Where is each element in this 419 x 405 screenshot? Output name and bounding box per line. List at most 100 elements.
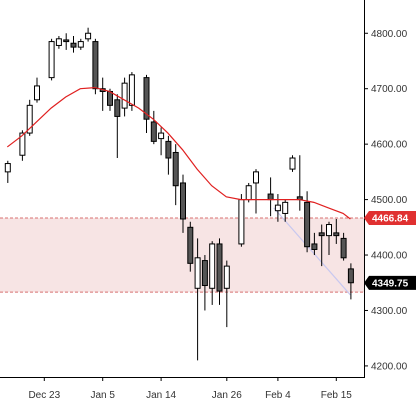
candle [347,263,354,300]
candle-body-down [107,90,113,106]
candle [311,232,318,256]
candle [223,260,230,328]
candle [48,38,55,81]
x-tick-label: Feb 4 [265,390,291,401]
candle [209,241,216,305]
candle [253,169,259,214]
candle-body-up [253,171,259,184]
moving-average-line [6,86,351,220]
candles-layer [4,27,354,361]
price-zone [0,217,364,293]
candle-body-down [333,232,340,237]
candle [55,36,62,49]
candle-body-down [311,243,318,250]
candle [274,194,281,222]
candle-body-up [245,185,252,201]
candle [333,218,340,244]
y-tick-label: 4700.00 [371,84,408,95]
x-tick-label: Feb 15 [321,390,353,401]
candle-body-up [128,74,135,106]
candle-body-up [34,85,40,101]
candle-body-up [274,204,281,212]
candle-body-up [326,224,332,237]
candle [4,160,11,183]
price-badge-label: 4466.84 [372,213,409,224]
candle [114,94,121,159]
price-badge: 4349.75 [364,275,416,290]
price-badge-label: 4349.75 [372,278,409,289]
candle [85,27,92,42]
candle [63,33,70,50]
candle [326,221,332,256]
candle [150,110,157,145]
x-tick-label: Jan 14 [146,390,176,401]
candle [340,232,347,261]
price-badge-bg [364,275,416,290]
candle-body-up [85,32,92,40]
candle-body-down [267,193,274,201]
price-axis[interactable]: 4200.00 4300.00 4400.00 4500.00 4600.00 4700.… [364,29,408,373]
candle-body-down [180,182,186,220]
candle [172,144,179,206]
candle-body-down [92,41,99,90]
candle-body-up [48,41,55,79]
candle [92,38,99,95]
y-tick-label: 4600.00 [371,140,408,151]
y-tick-label: 4800.00 [371,29,408,40]
candle-body-up [223,265,230,289]
y-tick-label: 4400.00 [371,251,408,262]
x-tick-label: Dec 23 [28,390,60,401]
time-axis[interactable]: Dec 23 Jan 5 Jan 14 Jan 26 Feb 4 Feb 15 [28,377,352,401]
candle-body-up [26,104,33,134]
candle-body-down [150,121,157,142]
candle-body-down [216,243,223,292]
candle-body-up [77,41,84,48]
candle [216,238,223,305]
candle-body-down [70,42,77,48]
candle-body-up [19,132,26,156]
candle [194,238,201,361]
x-tick-label: Jan 5 [90,390,115,401]
candle-body-down [114,99,121,117]
candle-body-up [209,243,216,289]
candle-body-up [289,157,296,170]
candle-body-up [121,82,128,109]
candle [180,174,186,233]
candle [77,38,84,50]
price-badges: 4466.84 4349.75 [364,210,416,290]
candle [34,77,40,103]
candle-body-down [187,226,194,264]
candle-body-up [4,163,11,173]
candle-body-down [201,260,208,287]
candle [201,255,208,311]
candle [165,135,172,175]
candle-body-up [194,257,201,289]
candle [187,221,194,272]
candle-body-down [340,237,347,259]
y-tick-label: 4200.00 [371,361,408,372]
candle [158,127,165,156]
x-tick-label: Jan 26 [212,390,242,401]
candle-body-down [318,232,325,237]
candle [121,77,128,117]
price-badge-bg [364,210,416,225]
candle-body-down [165,140,172,159]
candle [289,155,296,172]
trend-line-layer [273,207,351,296]
y-tick-label: 4300.00 [371,306,408,317]
candle [70,36,77,53]
candle [26,99,33,136]
candle-body-up [55,38,62,46]
candle [282,199,289,222]
y-tick-label: 4500.00 [371,195,408,206]
candle-body-down [347,268,354,284]
candle [143,74,150,134]
candle-body-up [238,199,245,245]
candle-body-down [63,39,70,43]
trend-line [273,207,351,296]
moving-average-layer [6,86,351,220]
candle-body-up [282,201,289,214]
candle [318,224,325,267]
